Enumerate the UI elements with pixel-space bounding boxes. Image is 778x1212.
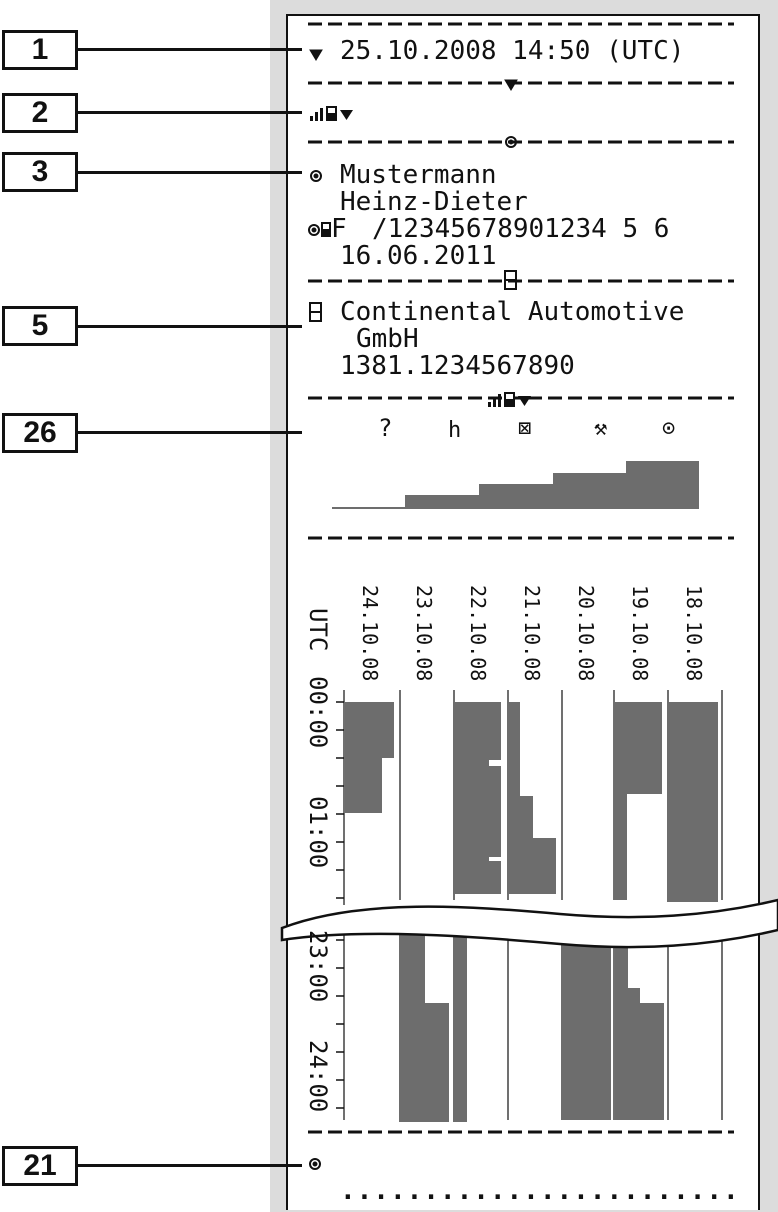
callout-1: 1: [2, 30, 78, 70]
time-tick-marks: [336, 701, 344, 1109]
driver-firstname: Heinz-Dieter: [340, 187, 528, 217]
printout-paper: [286, 14, 760, 1210]
manufacturer-name-line1: Continental Automotive: [340, 297, 685, 327]
manufacturer-name-line2: GmbH: [356, 324, 419, 354]
bar-20-10-a: [561, 925, 611, 1120]
card-number: /12345678901234 5 6: [372, 214, 670, 244]
bar-18-10-a: [667, 702, 718, 902]
utc-axis-label: UTC: [304, 608, 332, 652]
callout-21: 21: [2, 1146, 78, 1186]
time-tick-00-00: 00:00: [304, 676, 332, 749]
signal-card-vehicle-icon: [310, 106, 353, 121]
driver-card-icon: [308, 224, 320, 236]
bar-19-10-d: [628, 988, 640, 1120]
card-expiry: 16.06.2011: [340, 241, 497, 271]
footer-dots: ........................: [340, 1176, 740, 1206]
card-country: F: [331, 214, 347, 244]
time-break: [280, 898, 778, 949]
time-tick-01-00: 01:00: [304, 796, 332, 869]
bar-21-10-c: [532, 838, 556, 894]
daily-activity-bars-bottom: [399, 922, 664, 1122]
callout-26-leader: [78, 431, 302, 434]
unknown-activity-icon: ?: [378, 414, 393, 442]
bar-22-10-a: [453, 702, 501, 894]
bar-19-10-a: [614, 702, 662, 794]
vehicle-unit-icon-separator: [504, 79, 518, 91]
bar-23-10-b: [425, 1003, 449, 1122]
footer-driver-icon: [309, 1158, 321, 1170]
card-icon-small: [321, 222, 331, 237]
callout-2: 2: [2, 93, 78, 133]
callout-3-leader: [78, 171, 302, 174]
time-tick-24-00: 24:00: [304, 1040, 332, 1113]
callout-3: 3: [2, 152, 78, 192]
callout-21-leader: [78, 1164, 302, 1167]
callout-1-leader: [78, 48, 302, 51]
availability-icon: ⊠: [518, 416, 532, 441]
driver-surname: Mustermann: [340, 160, 497, 190]
driving-icon: ⊙: [662, 416, 676, 441]
day-label-18-10: 18.10.08: [682, 585, 706, 682]
signal-card-vehicle-icon-separator: [488, 392, 531, 407]
callout-26: 26: [2, 413, 78, 453]
bar-24-10-b: [345, 758, 382, 813]
activity-summary-graph: [332, 461, 699, 509]
day-label-21-10: 21.10.08: [520, 585, 544, 682]
bar-21-10-b: [519, 796, 533, 894]
day-label-22-10: 22.10.08: [466, 585, 490, 682]
driver-icon: [310, 170, 322, 182]
bar-19-10-c: [615, 930, 628, 1120]
callout-5-leader: [78, 325, 302, 328]
header-datetime: 25.10.2008 14:50 (UTC): [340, 36, 685, 66]
work-icon: ⚒: [594, 416, 608, 441]
driver-icon-separator: [505, 136, 517, 148]
day-label-19-10: 19.10.08: [628, 585, 652, 682]
time-tick-23-00: 23:00: [304, 930, 332, 1003]
bar-19-10-e: [640, 1003, 664, 1120]
bar-21-10-a: [507, 702, 520, 894]
vehicle-unit-icon: [309, 49, 323, 61]
day-label-23-10: 23.10.08: [412, 585, 436, 682]
bar-22-10-b: [453, 922, 467, 1122]
callout-5: 5: [2, 306, 78, 346]
daily-activity-bars-top: [345, 702, 718, 902]
day-label-24-10: 24.10.08: [358, 585, 382, 682]
callout-2-leader: [78, 111, 302, 114]
day-label-20-10: 20.10.08: [574, 585, 598, 682]
bar-24-10-a: [345, 702, 394, 758]
bar-23-10-a: [399, 922, 425, 1122]
bar-19-10-b: [614, 794, 627, 900]
manufacturer-part-number: 1381.1234567890: [340, 351, 575, 381]
rest-icon: h: [448, 418, 462, 443]
